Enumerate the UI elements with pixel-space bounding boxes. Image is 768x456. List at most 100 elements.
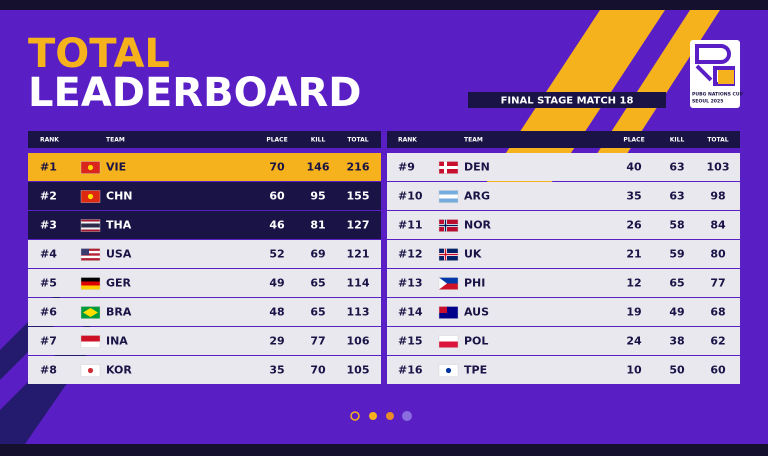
deco-icon	[369, 412, 377, 420]
place: 52	[269, 248, 284, 261]
flag	[81, 229, 100, 232]
flag	[81, 227, 100, 230]
team: GER	[106, 277, 132, 290]
kill: 81	[310, 219, 325, 232]
place: 26	[626, 219, 642, 232]
rank: #2	[40, 190, 57, 203]
column-header: KILL	[311, 137, 326, 144]
deco-icon	[350, 411, 360, 421]
flag	[439, 198, 458, 203]
flag-border	[438, 248, 459, 261]
place: 60	[269, 190, 285, 203]
rank: #9	[398, 161, 415, 174]
total: 106	[347, 335, 370, 348]
flag-border	[438, 161, 459, 174]
column-header: RANK	[40, 137, 59, 144]
place: 48	[269, 306, 284, 319]
flag	[439, 306, 447, 313]
total: 103	[707, 161, 730, 174]
rank: #10	[398, 190, 423, 203]
rank: #3	[40, 219, 57, 232]
logo-subtext: SEOUL 2025	[692, 99, 723, 105]
place: 35	[626, 190, 641, 203]
flag	[87, 193, 94, 200]
team: VIE	[106, 161, 126, 174]
kill: 63	[669, 190, 684, 203]
place: 35	[269, 364, 284, 377]
total: 84	[710, 219, 726, 232]
flag	[81, 285, 100, 290]
team: BRA	[106, 306, 132, 319]
header-row	[387, 131, 740, 148]
team: POL	[464, 335, 488, 348]
kill: 38	[669, 335, 684, 348]
flag-border	[80, 190, 101, 203]
flag-border	[80, 161, 101, 174]
rank: #5	[40, 277, 57, 290]
team: USA	[106, 248, 132, 261]
kill: 58	[669, 219, 684, 232]
flag-border	[80, 277, 101, 290]
top-bar	[0, 0, 768, 10]
column-header: TOTAL	[347, 137, 368, 144]
deco-icon	[386, 412, 394, 420]
flag	[439, 341, 458, 348]
place: 40	[626, 161, 642, 174]
flag-border	[80, 248, 101, 261]
column-header: KILL	[670, 137, 685, 144]
total: 105	[347, 364, 370, 377]
column-header: PLACE	[266, 137, 287, 144]
flag	[439, 166, 458, 169]
subtitle-box	[468, 92, 666, 108]
flag	[439, 190, 458, 195]
total: 80	[710, 248, 726, 261]
flag	[81, 221, 100, 224]
kill: 65	[310, 277, 325, 290]
team: DEN	[464, 161, 490, 174]
kill: 50	[669, 364, 685, 377]
place: 12	[626, 277, 641, 290]
column-header: RANK	[398, 137, 417, 144]
deco-icon	[402, 411, 412, 421]
flag	[81, 277, 100, 282]
place: 29	[269, 335, 284, 348]
flag-border	[80, 364, 101, 377]
place: 70	[269, 161, 285, 174]
team: NOR	[464, 219, 492, 232]
place: 21	[626, 248, 641, 261]
flag	[81, 250, 100, 254]
rank: #12	[398, 248, 423, 261]
rank: #15	[398, 335, 423, 348]
rank: #13	[398, 277, 423, 290]
kill: 63	[669, 161, 684, 174]
flag	[87, 367, 94, 374]
total: 127	[347, 219, 370, 232]
flag-border	[438, 219, 459, 232]
team: AUS	[464, 306, 489, 319]
flag	[81, 248, 100, 252]
flag	[439, 277, 447, 290]
flag-border	[80, 335, 101, 348]
flag	[439, 335, 458, 342]
flag-border	[438, 190, 459, 203]
total: 121	[347, 248, 370, 261]
flag	[439, 253, 458, 256]
total: 77	[710, 277, 725, 290]
kill: 65	[669, 277, 684, 290]
logo-mark	[718, 70, 734, 84]
total: 216	[347, 161, 370, 174]
flag	[439, 277, 458, 284]
flag	[81, 219, 100, 222]
subtitle: FINAL STAGE MATCH 18	[501, 96, 634, 107]
kill: 49	[669, 306, 684, 319]
flag	[81, 255, 100, 259]
flag	[439, 194, 458, 199]
place: 19	[626, 306, 641, 319]
total: 98	[710, 190, 725, 203]
total: 114	[347, 277, 370, 290]
flag	[81, 281, 100, 286]
rank: #4	[40, 248, 57, 261]
place: 24	[626, 335, 642, 348]
